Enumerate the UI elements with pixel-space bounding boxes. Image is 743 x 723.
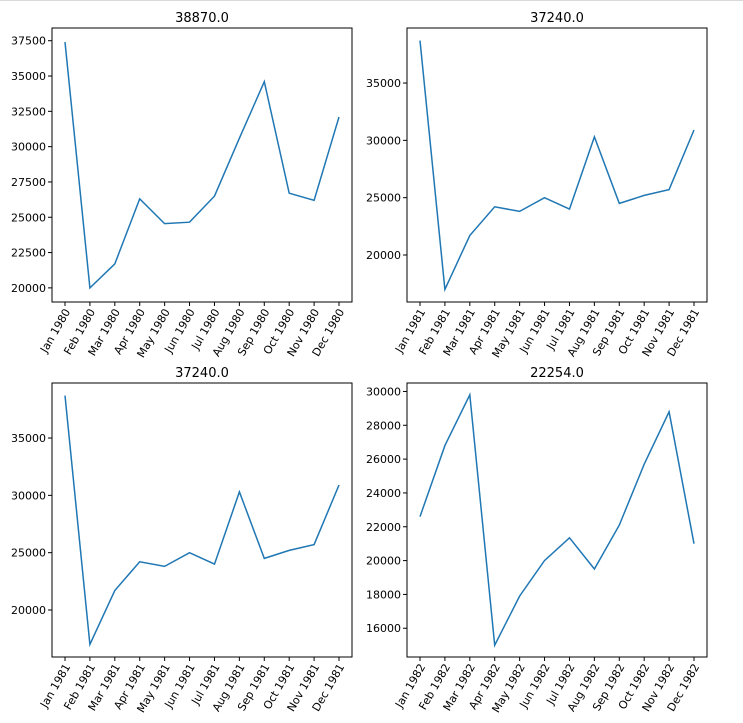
axes-frame bbox=[406, 382, 708, 658]
y-tick-label: 25000 bbox=[11, 211, 46, 224]
y-tick-label: 35000 bbox=[366, 77, 401, 90]
y-tick-label: 20000 bbox=[11, 604, 46, 617]
y-tick-label: 16000 bbox=[366, 622, 401, 635]
y-tick-label: 30000 bbox=[11, 141, 46, 154]
axes-frame bbox=[51, 382, 353, 658]
y-tick-label: 35000 bbox=[11, 70, 46, 83]
y-tick-label: 37500 bbox=[11, 35, 46, 48]
window-top-border bbox=[0, 0, 743, 1]
y-tick-label: 30000 bbox=[11, 489, 46, 502]
y-tick-label: 32500 bbox=[11, 105, 46, 118]
series-line bbox=[64, 42, 340, 290]
y-tick-label: 18000 bbox=[366, 588, 401, 601]
y-tick-label: 25000 bbox=[366, 192, 401, 205]
y-tick-label: 25000 bbox=[11, 547, 46, 560]
axes-frame bbox=[406, 27, 708, 303]
y-tick-label: 22000 bbox=[366, 521, 401, 534]
y-tick-label: 22500 bbox=[11, 247, 46, 260]
chart-1: 38870.0 20000 22500 25000 27500 30000 32500 350… bbox=[11, 11, 353, 360]
y-tick-label: 30000 bbox=[366, 385, 401, 398]
y-tick-label: 26000 bbox=[366, 453, 401, 466]
chart-title: 37240.0 bbox=[530, 11, 584, 26]
series-line bbox=[419, 40, 695, 293]
y-tick-label: 35000 bbox=[11, 432, 46, 445]
chart-title: 22254.0 bbox=[530, 366, 584, 381]
y-tick-label: 24000 bbox=[366, 487, 401, 500]
chart-4: 22254.0 16000 18000 20000 22000 24000 26000 280… bbox=[366, 366, 708, 715]
chart-title: 38870.0 bbox=[175, 11, 229, 26]
y-tick-label: 20000 bbox=[366, 555, 401, 568]
y-tick-label: 27500 bbox=[11, 176, 46, 189]
series-line bbox=[419, 392, 695, 648]
series-line bbox=[64, 395, 340, 648]
axes-frame bbox=[51, 27, 353, 303]
y-tick-label: 28000 bbox=[366, 419, 401, 432]
chart-title: 37240.0 bbox=[175, 366, 229, 381]
y-tick-label: 20000 bbox=[11, 282, 46, 295]
y-tick-label: 30000 bbox=[366, 134, 401, 147]
y-tick-label: 20000 bbox=[366, 249, 401, 262]
